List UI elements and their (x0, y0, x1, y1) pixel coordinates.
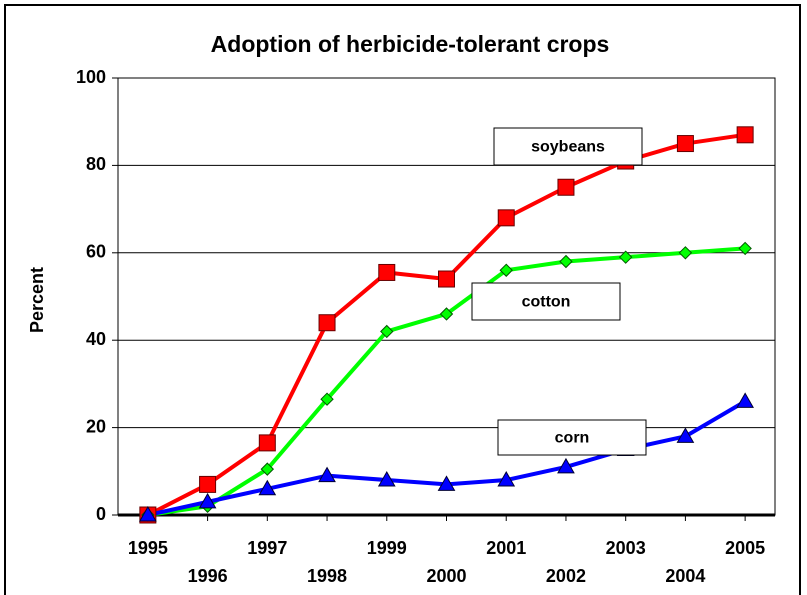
marker (559, 254, 573, 269)
y-tick-label: 20 (86, 416, 106, 436)
marker (497, 471, 516, 487)
y-tick-label: 60 (86, 242, 106, 262)
series-label: corn (555, 430, 590, 447)
marker (557, 178, 575, 196)
marker (736, 126, 754, 144)
series-label: cotton (522, 294, 571, 311)
x-tick-label: 1996 (188, 566, 228, 586)
marker (438, 270, 455, 288)
chart-frame (4, 4, 801, 595)
y-tick-label: 80 (86, 154, 106, 174)
marker (678, 246, 693, 260)
marker (437, 475, 456, 491)
series-label-box (471, 282, 621, 321)
marker (318, 466, 336, 483)
x-tick-label: 2000 (426, 566, 466, 586)
marker (736, 392, 754, 408)
y-tick-label: 40 (86, 329, 106, 349)
x-tick-label: 2003 (606, 538, 646, 558)
y-axis-label: Percent (27, 267, 47, 333)
marker (139, 505, 157, 522)
x-tick-label: 1997 (247, 538, 287, 558)
marker (439, 307, 454, 321)
marker (320, 392, 334, 406)
marker (557, 457, 575, 474)
series-label-box (497, 419, 647, 456)
x-tick-label: 2004 (665, 566, 705, 586)
chart-title: Adoption of herbicide-tolerant crops (211, 31, 610, 57)
marker (199, 475, 217, 493)
x-tick-label: 2005 (725, 538, 765, 558)
x-tick-label: 2001 (486, 538, 526, 558)
marker (258, 479, 277, 496)
x-tick-label: 1999 (367, 538, 407, 558)
marker (258, 434, 276, 452)
x-tick-label: 2002 (546, 566, 586, 586)
marker (380, 324, 394, 339)
marker (497, 209, 515, 227)
marker (377, 471, 396, 487)
marker (260, 462, 275, 476)
marker (618, 250, 633, 264)
marker (676, 427, 695, 443)
y-tick-label: 100 (76, 67, 106, 87)
marker (318, 314, 336, 332)
marker (499, 263, 513, 277)
series-label-box (493, 127, 643, 166)
series-label: soybeans (531, 139, 605, 156)
marker (198, 492, 217, 509)
marker (676, 135, 694, 153)
y-tick-label: 0 (96, 504, 106, 524)
marker (738, 241, 752, 256)
x-tick-label: 1995 (128, 538, 168, 558)
x-tick-label: 1998 (307, 566, 347, 586)
marker (378, 263, 396, 281)
